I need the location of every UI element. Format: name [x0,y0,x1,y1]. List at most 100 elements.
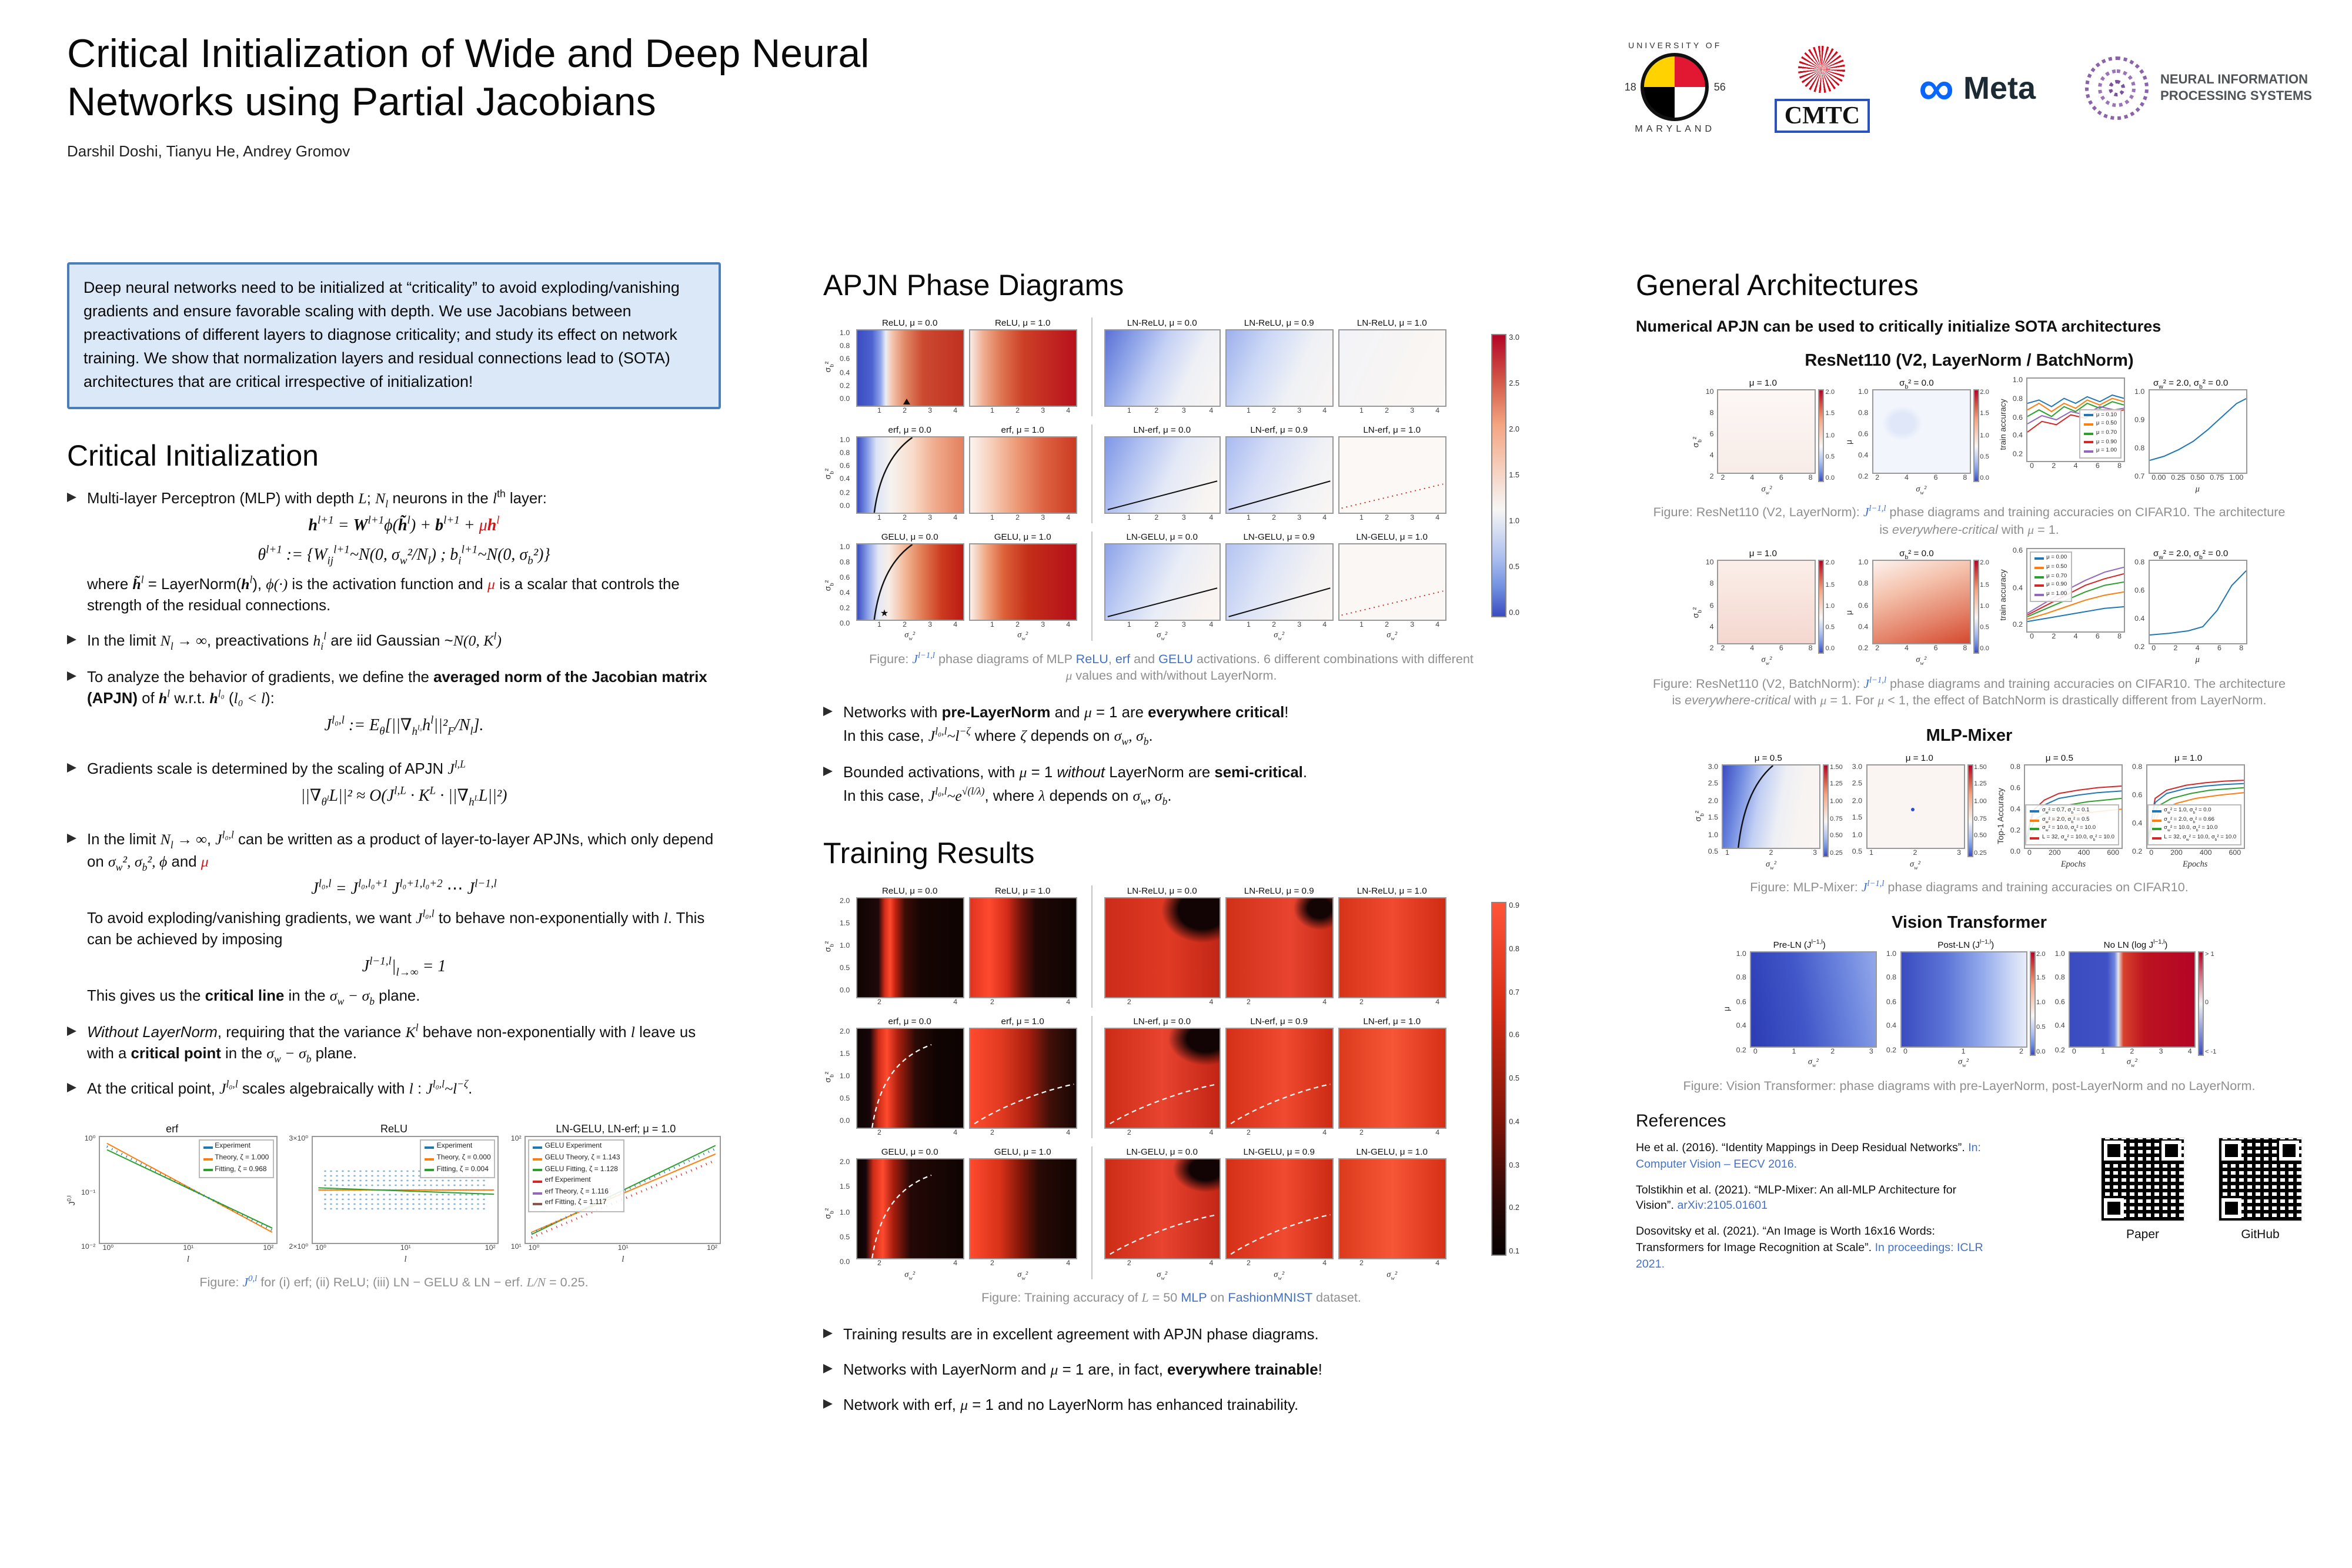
axis-tick: 4 [1322,407,1327,415]
plot-title: σw² = 2.0, σb² = 0.0 [2153,377,2229,392]
colorbar-tick: 0.2 [1509,1204,1519,1213]
axis-tick: 0.4 [840,475,850,484]
axis-tick: 0.8 [1858,409,1869,418]
plot-main: 1 2 3 σw² [1722,764,1820,871]
bullet-content: Networks with LayerNorm and μ = 1 are, i… [843,1359,1519,1381]
axis-tick: 8 [1963,644,1967,653]
vision-transformer-caption: Figure: Vision Transformer: phase diagra… [1683,1079,2256,1094]
colorbar-tick: 0.0 [1980,646,1989,653]
legend-swatch [2152,810,2162,813]
qr-label: Paper [2126,1228,2160,1242]
axis-tick: 4 [1435,1259,1440,1268]
x-axis-ticks: 1 2 3 4 [968,514,1077,523]
mini-colorbar-gradient [1973,560,1979,654]
mini-colorbar-ticks: > 1 0 < -1 [2205,951,2217,1056]
y-axis-label-text: σb² [824,941,836,952]
y-axis-ticks: 1.0 0.8 0.6 0.4 0.2 [1736,950,1748,1068]
bullet-content: At the critical point, Jl₀,l scales alge… [87,1078,721,1100]
x-axis-label: l [186,1255,189,1265]
x-axis-ticks: 10⁰ 10¹ 10² [312,1245,499,1254]
axis-tick: 0.4 [1736,1022,1746,1031]
umd-logo-text-top: UNIVERSITY OF [1628,42,1722,51]
bullet-arrow-icon [823,1328,833,1338]
dash-curve-white-overlay [857,1029,963,1128]
plot-body: μ 1.0 0.8 0.6 0.4 0.2 0 1 2 3 σw² [1722,950,1877,1070]
plot-body: train accuracy 1.0 0.8 0.6 0.4 0.2 μ = 0.10 μ =… [1999,376,2126,472]
axis-tick: 10² [707,1244,718,1253]
plot-legend: Experiment Theory, ζ = 1.000 Fitting, ζ = … [198,1139,274,1179]
x-axis-ticks: 0.00 0.25 0.50 0.75 1.00 [2148,474,2247,483]
legend-item: Experiment [425,1142,491,1154]
axis-tick: 2 [1272,407,1276,415]
colorbar-tick: 2.0 [1825,389,1835,396]
mini-colorbar-ticks: 2.0 1.5 1.0 0.5 0.0 [1826,389,1835,483]
legend-label: σw² = 2.0, σb² = 0.5 [2042,817,2090,824]
plot-title: LN-ReLU, μ = 0.0 [1127,317,1197,328]
legend-item: σw² = 10.0, σb² = 10.0 [2030,825,2114,834]
resnet-layernorm-row: μ = 1.0 σb² 10 8 6 4 2 2 4 6 8 σw² 2.0 1.5 1.0 0.5 0.0 σb… [1636,376,2303,496]
plot-area: GELU Experiment GELU Theory, ζ = 1.143 GEL… [524,1136,721,1245]
bullet-item: To analyze the behavior of gradients, we… [67,666,721,744]
axis-tick: 0.6 [840,573,850,582]
x-axis-ticks: 1 2 3 4 [968,620,1077,630]
axis-tick: 2.5 [1708,780,1718,788]
axis-tick: 2 [1154,407,1159,415]
legend-item: μ = 0.50 [2084,420,2117,429]
plot-panel: μ = 1.0 0.8 0.6 0.4 0.2 σw² = 1.0, σb² = 0.0 σ… [2132,753,2245,870]
plot-area [968,543,1077,621]
x-axis-label: σw² [1157,1269,1168,1282]
bullet-text: In the limit Nl → ∞, Jl₀,l can be writte… [87,828,714,873]
legend-label: σw² = 10.0, σb² = 10.0 [2042,825,2096,833]
axis-tick: 1 [990,620,994,629]
axis-tick: 1.5 [840,1183,850,1192]
x-axis-ticks: 1 2 3 4 [856,514,964,523]
x-axis-ticks: 2 4 6 8 [1718,645,1816,654]
legend-item: μ = 0.70 [2034,572,2067,581]
x-axis-ticks: 0 2 4 6 8 [2026,462,2125,472]
plot-main: 0.00 0.25 0.50 0.75 1.00 μ [2148,389,2247,494]
axis-tick: 1 [1127,407,1131,415]
x-axis-ticks: 1 2 3 4 [1104,514,1220,523]
legend-swatch [425,1158,435,1161]
legend-swatch [2084,432,2094,435]
axis-tick: 4 [1435,407,1440,415]
x-axis-ticks: 0 1 2 3 [1750,1047,1877,1057]
legend-label: σw² = 10.0, σb² = 10.0 [2164,825,2218,833]
mini-colorbar: 2.0 1.5 1.0 0.5 0.0 [1818,389,1835,494]
y-axis-label: train accuracy [1999,377,2010,472]
axis-tick: 10² [263,1244,274,1253]
mini-colorbar-gradient [1818,389,1825,483]
axis-tick: 2 [2173,644,2178,653]
bullet-text: Without LayerNorm, requiring that the va… [87,1021,696,1065]
x-axis-label: σw² [1808,1057,1819,1070]
plot-row: σb² 1.0 0.8 0.6 0.4 0.2 0.0 erf, μ = 0.0 1 2 3 4 erf… [823,424,1465,523]
mlp-mixer-heading: MLP-Mixer [1926,726,2013,745]
plot-title: LN-ReLU, μ = 0.0 [1127,885,1197,897]
reference-item: Dosovitsky et al. (2021). “An Image is W… [1636,1225,1983,1271]
phase-plot: LN-ReLU, μ = 1.0 2 4 [1338,886,1446,1008]
axis-tick: 6 [1709,601,1714,610]
axis-tick: 3 [1181,513,1186,522]
colorbar-tick: 1.5 [1980,410,1989,418]
plot-body: 1.0 0.8 0.6 0.4 0.2 0 1 2 3 4 σw² > 1 0 < -1 [2054,950,2217,1069]
plot-title: GELU, μ = 0.0 [881,1146,938,1157]
plot-area [1104,897,1221,999]
legend-swatch [2084,423,2094,426]
axis-tick: 1 [1359,620,1364,629]
axis-tick: 10⁻¹ [81,1189,96,1198]
axis-tick: 4 [1066,620,1071,629]
y-axis-ticks: 10 8 6 4 2 [1706,559,1715,666]
x-axis-ticks: 1 2 3 4 [1225,620,1333,630]
axis-tick: 3.0 [1708,763,1718,771]
section-heading-critical-initialization: Critical Initialization [67,439,319,473]
axis-tick: 4 [1066,998,1071,1007]
phase-plot: GELU, μ = 0.0 ★ 1 2 3 4 σw² [856,531,964,643]
axis-tick: 4 [2187,1047,2192,1056]
plot-body: J0,l 10⁰ 10⁻¹ 10⁻² Experiment Theory, ζ = 1.0… [67,1135,278,1265]
axis-tick: 600 [2229,848,2241,857]
mini-colorbar-ticks: 1.50 1.25 1.00 0.75 0.50 0.25 [1830,764,1843,858]
axis-tick: 0.6 [2054,998,2065,1007]
legend-item: μ = 0.00 [2034,554,2067,563]
plot-main: 0 1 2 σw² [1900,951,2027,1070]
